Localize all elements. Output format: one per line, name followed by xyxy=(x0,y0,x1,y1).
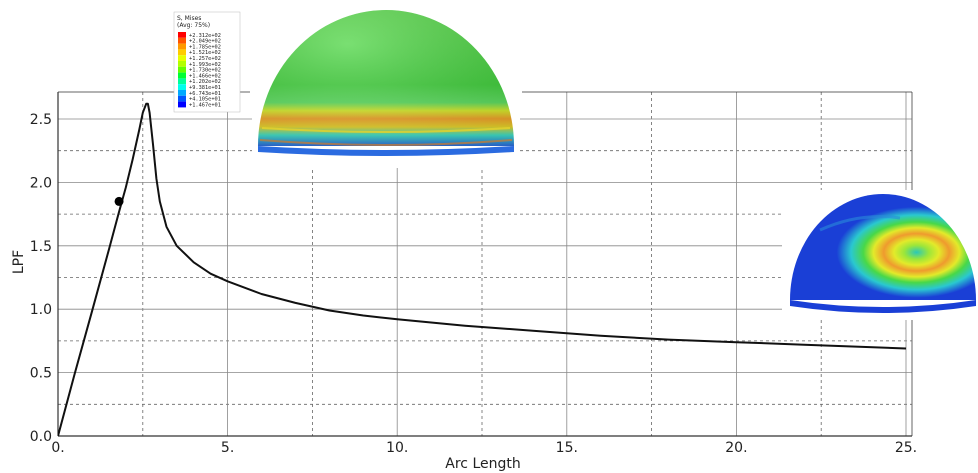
legend-value: +1.785e+02 xyxy=(189,44,221,50)
legend-swatch xyxy=(178,72,186,79)
x-axis-label: Arc Length xyxy=(445,456,520,472)
axes xyxy=(57,91,912,437)
x-tick-label: 5. xyxy=(221,440,234,456)
y-tick-label: 2.5 xyxy=(30,112,52,128)
y-tick-label: 1.5 xyxy=(30,239,52,255)
legend-swatch xyxy=(178,66,186,73)
legend-swatch xyxy=(178,78,186,85)
x-tick-label: 15. xyxy=(556,440,578,456)
legend-swatch xyxy=(178,37,186,44)
dome-right-inset xyxy=(782,190,978,320)
legend-swatch xyxy=(178,61,186,67)
legend-value: +1.202e+02 xyxy=(189,79,221,85)
legend-value: +1.257e+02 xyxy=(189,56,221,62)
legend-swatch xyxy=(178,49,186,56)
legend-items: +2.312e+02+2.049e+02+1.785e+02+1.521e+02… xyxy=(178,32,221,108)
legend-swatch xyxy=(178,90,186,96)
x-tick-label: 10. xyxy=(386,440,408,456)
y-tick-label: 0.0 xyxy=(30,429,52,445)
y-tick-label: 0.5 xyxy=(30,366,52,382)
x-tick-label: 25. xyxy=(895,440,917,456)
legend-swatch xyxy=(178,101,186,108)
legend-value: +1.993e+02 xyxy=(189,62,221,68)
legend-value: +1.521e+02 xyxy=(189,50,221,56)
series-layer xyxy=(58,102,907,436)
legend-value: +9.381e+01 xyxy=(189,85,221,91)
tick-labels: 0. 5. 10. 15. 20. 25. 0.0 0.5 1.0 1.5 2.0 2.5 xyxy=(30,112,917,456)
legend-title: S, Mises xyxy=(177,15,201,22)
legend-value: +2.312e+02 xyxy=(189,33,221,39)
x-tick-label: 20. xyxy=(725,440,747,456)
y-tick-label: 2.0 xyxy=(30,175,52,191)
legend-swatch xyxy=(178,84,186,90)
legend-swatch xyxy=(178,95,186,102)
series-line xyxy=(58,102,907,436)
x-tick-label: 0. xyxy=(51,440,64,456)
stress-legend: S, Mises (Avg: 75%) +2.312e+02+2.049e+02… xyxy=(173,11,241,113)
legend-value: +2.049e+02 xyxy=(189,39,221,45)
y-tick-label: 1.0 xyxy=(30,302,52,318)
legend-swatch xyxy=(178,32,186,38)
legend-value: +1.730e+02 xyxy=(189,68,221,74)
legend-value: +1.466e+02 xyxy=(189,73,221,79)
y-axis-label: LPF xyxy=(11,250,27,274)
legend-swatch xyxy=(178,43,186,50)
legend-swatch xyxy=(178,55,186,61)
legend-value: +4.105e+01 xyxy=(189,97,221,103)
data-point-marker xyxy=(114,196,124,206)
legend-value: +6.743e+01 xyxy=(189,91,221,97)
legend-value: +1.467e+01 xyxy=(189,102,221,108)
legend-subtitle: (Avg: 75%) xyxy=(177,22,210,29)
dome-top-inset xyxy=(252,10,520,168)
